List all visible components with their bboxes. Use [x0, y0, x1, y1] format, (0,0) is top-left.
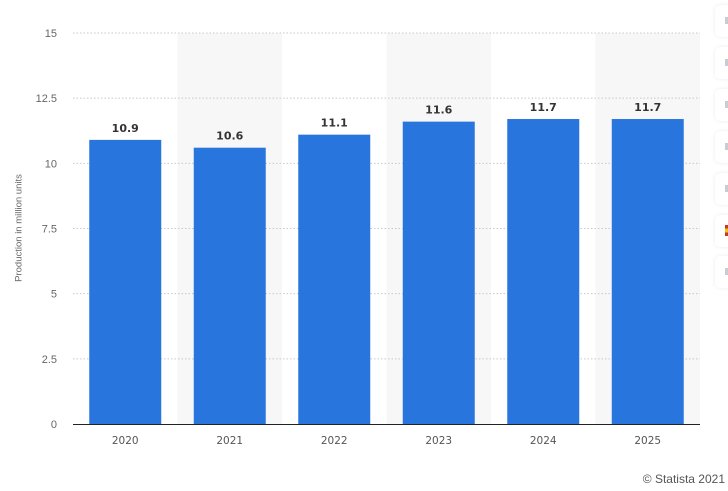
bar-2024: [507, 119, 580, 425]
side-button-2[interactable]: [715, 47, 728, 79]
y-tick-label: 15: [45, 28, 57, 40]
x-tick-label: 2020: [112, 435, 139, 447]
bar-2023: [402, 121, 475, 425]
y-tick-label: 5: [51, 289, 57, 301]
toolbar-icon: [725, 59, 728, 66]
y-tick-label: 10: [45, 158, 57, 170]
bar-2021: [193, 147, 266, 424]
side-button-6[interactable]: [715, 215, 728, 247]
x-tick-label: 2024: [530, 435, 557, 447]
x-tick-label: 2022: [321, 435, 348, 447]
side-button-5[interactable]: [715, 173, 728, 205]
data-label: 11.1: [321, 117, 348, 130]
toolbar-icon: [725, 101, 728, 108]
y-tick-label: 7.5: [42, 224, 57, 236]
y-tick-label: 12.5: [36, 93, 57, 105]
data-label: 11.6: [425, 104, 452, 117]
bar-2020: [89, 139, 162, 424]
x-tick-label: 2023: [425, 435, 452, 447]
bar-2025: [611, 119, 684, 425]
copyright: © Statista 2021: [642, 472, 725, 486]
data-label: 11.7: [530, 101, 557, 114]
side-button-3[interactable]: [715, 89, 728, 121]
data-label: 10.6: [216, 130, 243, 143]
toolbar-icon: [725, 185, 728, 192]
flag-icon: [725, 225, 728, 236]
data-label: 10.9: [112, 122, 139, 135]
toolbar-icon: [725, 17, 728, 24]
side-button-1[interactable]: [715, 5, 728, 37]
x-tick-label: 2025: [634, 435, 661, 447]
side-button-7[interactable]: [715, 256, 728, 288]
toolbar-icon: [725, 268, 728, 275]
y-tick-label: 0: [51, 419, 57, 431]
y-tick-label: 2.5: [42, 354, 57, 366]
x-tick-label: 2021: [216, 435, 243, 447]
data-label: 11.7: [634, 101, 661, 114]
toolbar-icon: [725, 143, 728, 150]
y-axis-label: Production in million units: [13, 174, 25, 282]
side-button-4[interactable]: [715, 131, 728, 163]
bar-2022: [298, 134, 371, 424]
